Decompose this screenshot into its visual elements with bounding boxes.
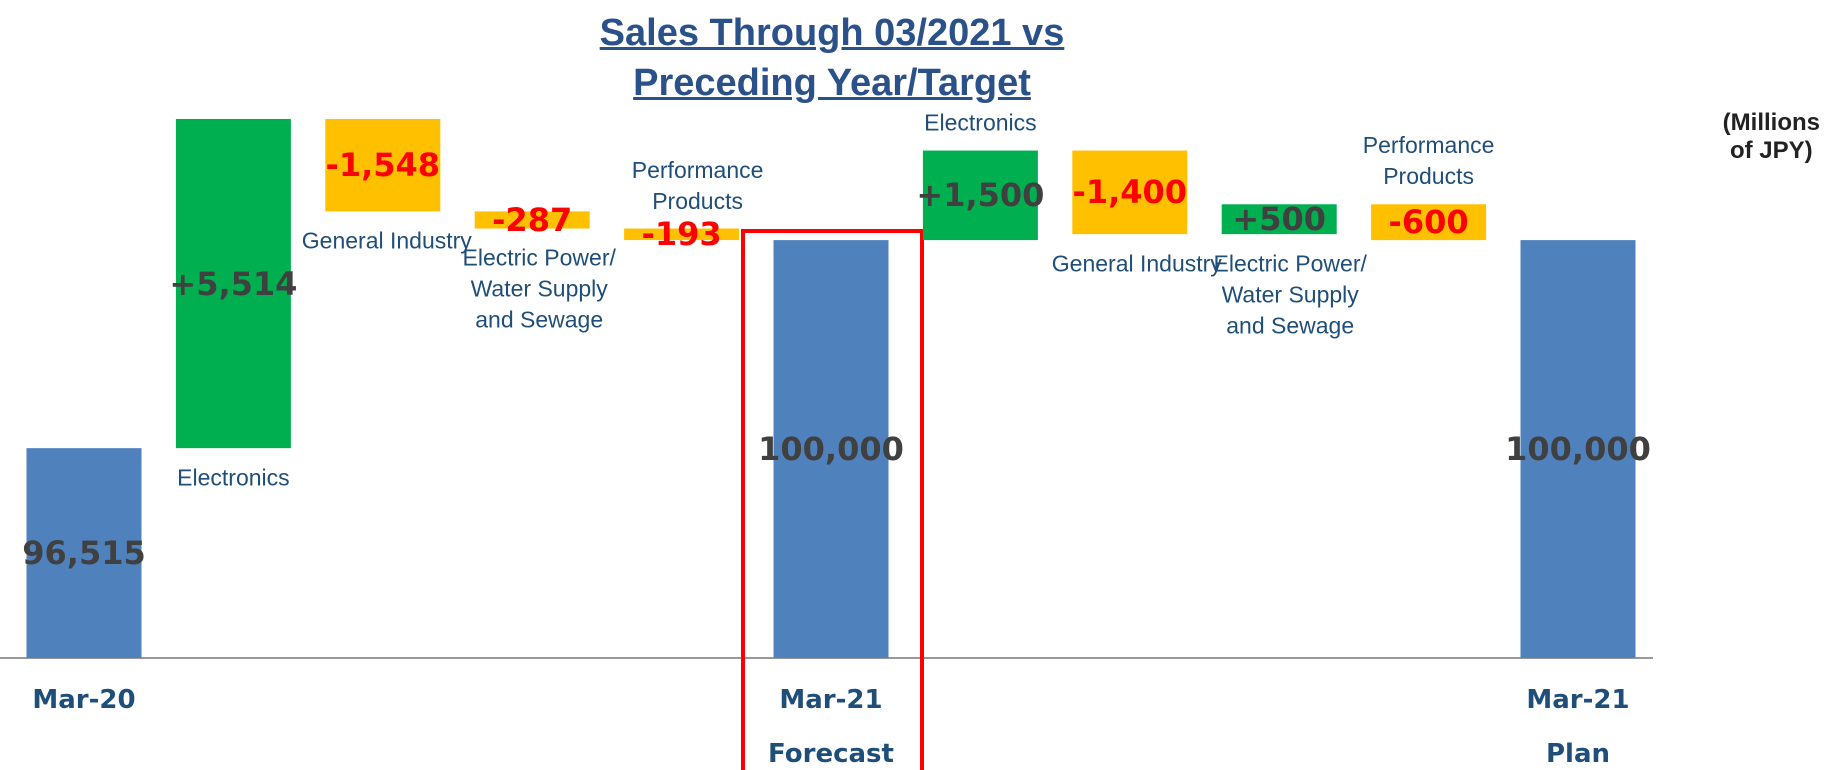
bar <box>474 211 590 229</box>
x-tick-label: Mar-21 Forecast <box>768 685 894 769</box>
bar <box>1520 240 1636 658</box>
value-label: 96,515 <box>22 534 146 573</box>
value-label: +500 <box>1232 200 1326 239</box>
bar <box>922 150 1038 241</box>
bar <box>1072 150 1188 235</box>
bar <box>175 118 291 449</box>
bar <box>1221 204 1337 235</box>
value-label: -1,548 <box>325 146 441 185</box>
bar <box>26 448 142 658</box>
value-label: -287 <box>492 200 573 239</box>
segment-name: Electric Power/ Water Supply and Sewage <box>1213 250 1367 339</box>
value-label: +1,500 <box>916 176 1045 215</box>
x-tick-label: Mar-21 Plan <box>1526 685 1630 769</box>
value-label: +5,514 <box>169 264 298 303</box>
value-label: 100,000 <box>1505 430 1651 469</box>
bar <box>773 240 889 658</box>
segment-name: General Industry <box>1051 250 1222 277</box>
segment-name: General Industry <box>301 227 472 254</box>
value-label: -600 <box>1388 203 1469 242</box>
highlight-box <box>741 229 924 770</box>
segment-name: Performance Products <box>631 156 764 214</box>
value-label: -1,400 <box>1072 173 1188 212</box>
segment-name: Electronics <box>924 109 1037 136</box>
unit-label: (Millions of JPY) <box>1722 109 1820 164</box>
x-tick-label: Mar-20 <box>32 685 136 715</box>
chart-title: Sales Through 03/2021 vs Preceding Year/… <box>599 12 1065 104</box>
segment-name: Electric Power/ Water Supply and Sewage <box>462 244 616 333</box>
segment-name: Electronics <box>177 464 290 491</box>
value-label: -193 <box>641 215 722 254</box>
bar <box>325 118 441 212</box>
bar <box>1371 204 1487 241</box>
bar <box>624 228 740 241</box>
segment-name: Performance Products <box>1362 132 1495 190</box>
value-label: 100,000 <box>758 430 904 469</box>
